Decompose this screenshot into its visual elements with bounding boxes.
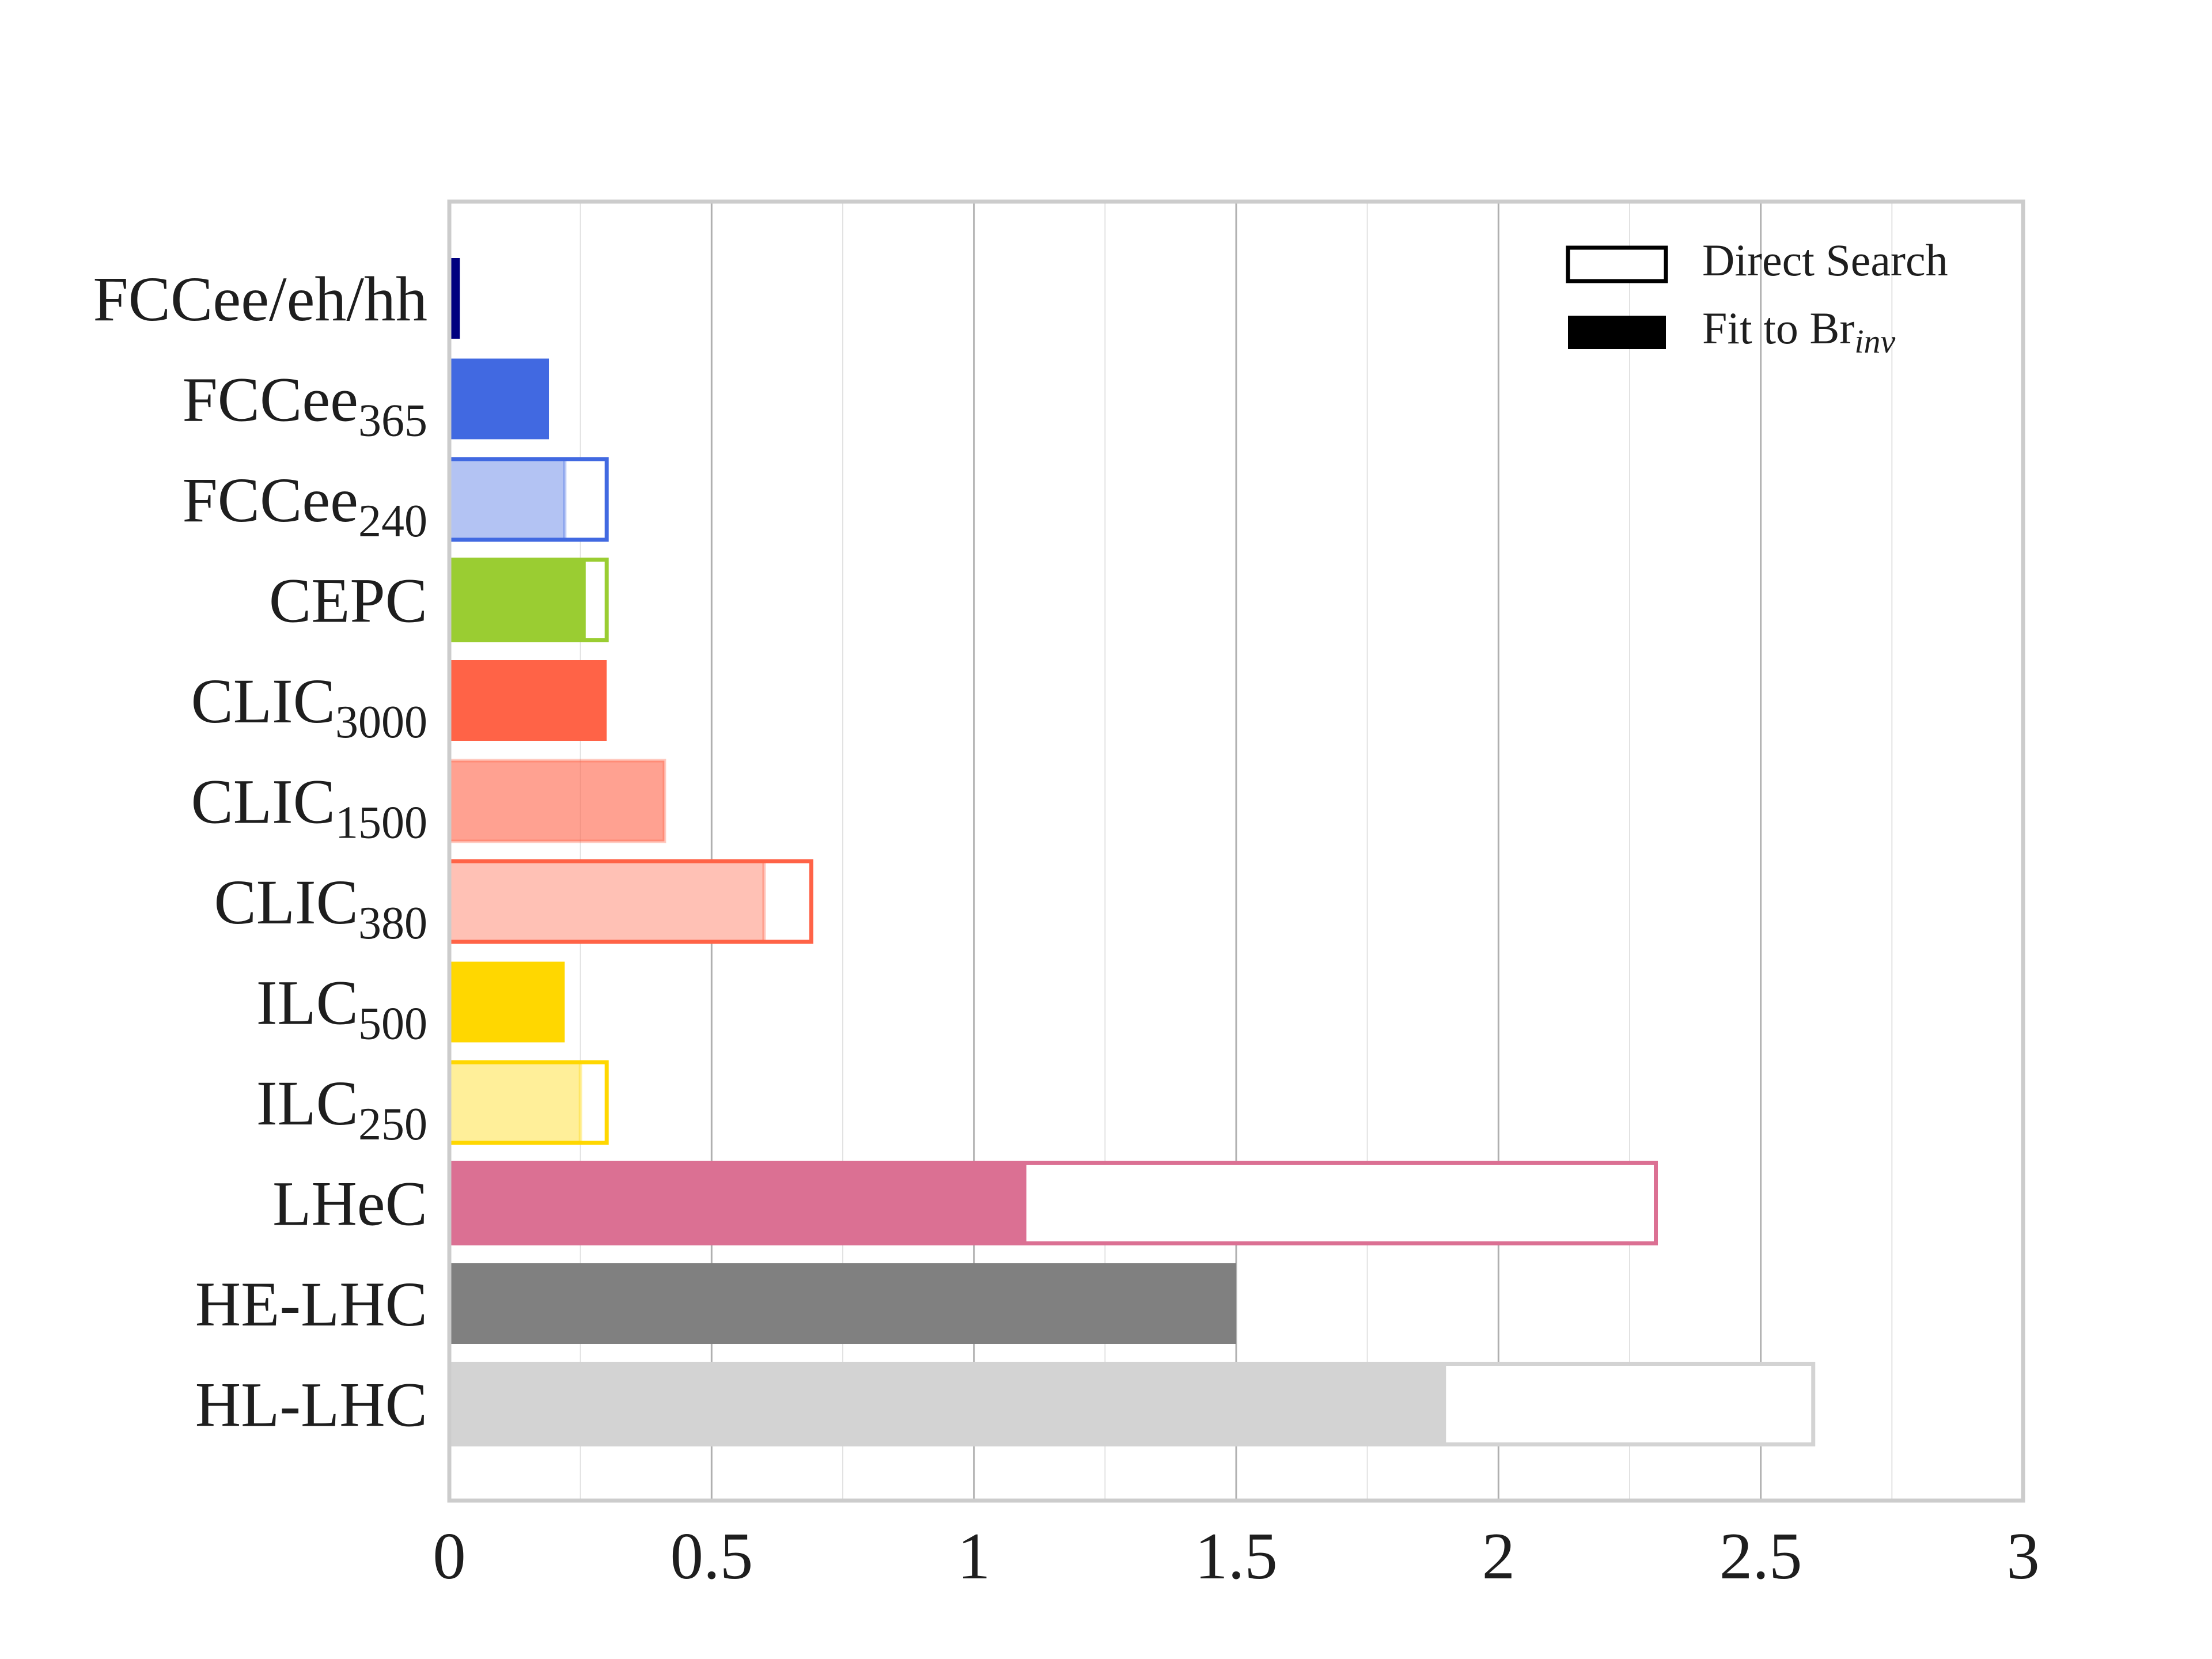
fit-bar [448, 859, 766, 944]
bar-group-clic380 [447, 859, 813, 944]
legend-label-direct: Direct Search [1702, 235, 1948, 285]
legend-swatch-direct-search [1566, 245, 1668, 283]
grid-lines [579, 202, 1893, 1501]
category-label: CLIC3000 [191, 666, 427, 748]
plot-frame [447, 199, 2025, 1503]
bar-group-hl-lhc [447, 1362, 1816, 1446]
category-label: CEPC [269, 566, 427, 636]
x-tick-label: 3 [2006, 1520, 2040, 1593]
bar-group-cepc [447, 558, 609, 642]
fit-bar [448, 457, 567, 541]
fit-bar [449, 559, 586, 641]
x-tick-labels: 0 0.5 1 1.5 2 2.5 3 [433, 1520, 2040, 1593]
fit-bar [449, 358, 550, 440]
legend-label-fit: Fit to Brinv [1702, 303, 1896, 360]
category-label: ILC250 [256, 1068, 427, 1150]
category-label: FCCee/eh/hh [93, 264, 427, 334]
x-tick-label: 2.5 [1719, 1520, 1802, 1593]
category-label: LHeC [272, 1169, 427, 1239]
fit-bar [449, 1162, 1027, 1244]
bar-group-ilc500 [449, 961, 565, 1043]
bar-group-ilc250 [447, 1060, 609, 1145]
fit-bar [448, 759, 666, 843]
bars [447, 258, 1816, 1446]
legend-swatch-fit [1568, 316, 1666, 349]
category-label: HL-LHC [195, 1370, 427, 1440]
bar-group-he-lhc [449, 1263, 1236, 1344]
bar-group-fccee-eh-hh [449, 258, 460, 339]
bar-group-clic3000 [449, 660, 607, 741]
x-tick-label: 0 [433, 1520, 466, 1593]
category-label: ILC500 [256, 968, 427, 1050]
fit-bar [449, 961, 565, 1043]
category-labels: FCCee/eh/hh FCCee365 FCCee240 CEPC CLIC3000 C… [93, 264, 427, 1440]
x-tick-label: 1 [957, 1520, 991, 1593]
category-label: CLIC1500 [191, 767, 427, 849]
category-label: FCCee365 [182, 365, 427, 446]
bar-group-clic1500 [448, 759, 666, 843]
x-tick-label: 2 [1482, 1520, 1516, 1593]
bar-group-fccee240 [447, 457, 609, 542]
fit-bar [449, 1363, 1446, 1445]
bar-group-fccee365 [449, 358, 550, 440]
fit-bar [449, 258, 460, 339]
x-tick-label: 0.5 [670, 1520, 753, 1593]
fit-bar [449, 660, 607, 741]
fit-bar [449, 1263, 1236, 1344]
category-label: FCCee240 [182, 465, 427, 547]
direct-search-bar [447, 457, 609, 542]
bar-group-lhec [447, 1161, 1658, 1245]
fit-bar [448, 1060, 582, 1145]
category-label: HE-LHC [195, 1269, 427, 1339]
category-label: CLIC380 [214, 867, 427, 949]
legend: Direct Search Fit to Brinv [1566, 235, 1948, 360]
x-tick-label: 1.5 [1195, 1520, 1278, 1593]
